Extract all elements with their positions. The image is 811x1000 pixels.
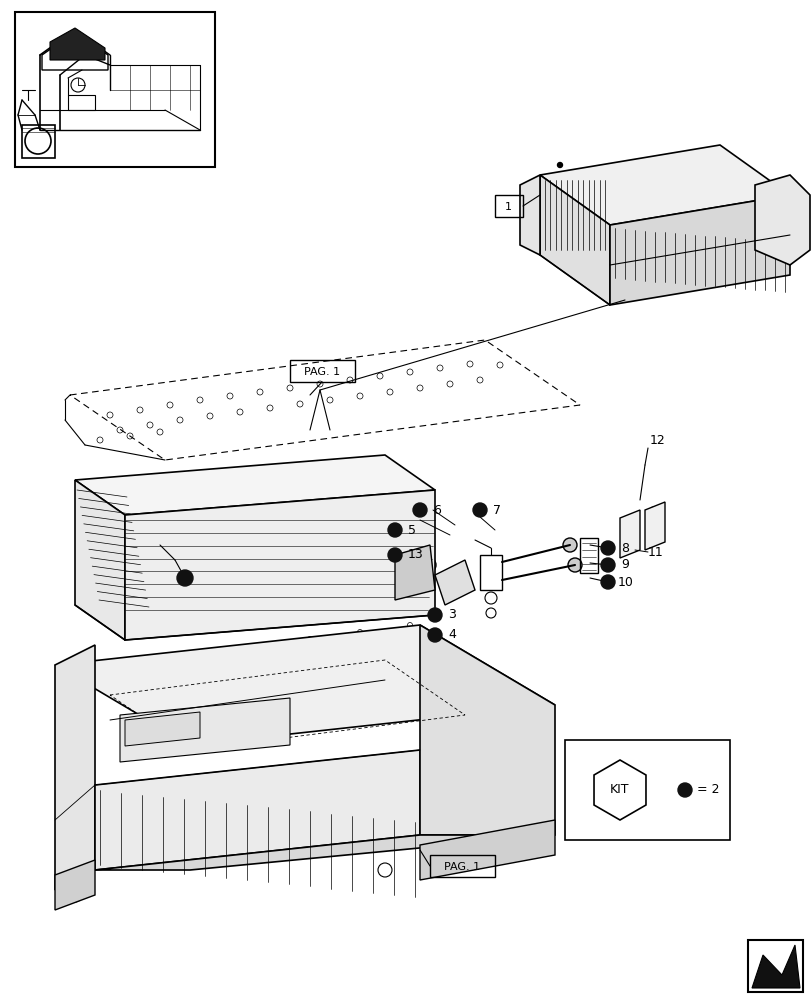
- Text: 3: 3: [448, 608, 455, 621]
- Text: 5: 5: [407, 524, 415, 536]
- Polygon shape: [519, 175, 539, 255]
- Circle shape: [473, 503, 487, 517]
- Polygon shape: [539, 175, 609, 305]
- Circle shape: [422, 587, 427, 593]
- Circle shape: [409, 576, 420, 588]
- Circle shape: [568, 558, 581, 572]
- Circle shape: [424, 562, 431, 568]
- Polygon shape: [75, 480, 125, 640]
- Bar: [579, 538, 597, 573]
- Circle shape: [586, 174, 590, 179]
- Circle shape: [700, 220, 705, 225]
- Circle shape: [409, 588, 420, 600]
- Text: 7: 7: [492, 504, 500, 516]
- Circle shape: [427, 608, 441, 622]
- Circle shape: [600, 558, 614, 572]
- Text: 12: 12: [649, 434, 665, 446]
- Circle shape: [388, 548, 401, 562]
- Text: 10: 10: [617, 576, 633, 588]
- Circle shape: [728, 231, 733, 236]
- Circle shape: [614, 185, 619, 190]
- Circle shape: [388, 523, 401, 537]
- Polygon shape: [419, 820, 554, 880]
- Polygon shape: [95, 835, 554, 870]
- Polygon shape: [609, 195, 789, 305]
- Text: KIT: KIT: [610, 783, 629, 796]
- Polygon shape: [95, 750, 419, 870]
- Bar: [747, 940, 802, 992]
- Bar: [479, 555, 501, 590]
- Bar: [430, 855, 495, 877]
- Circle shape: [427, 628, 441, 642]
- Text: 9: 9: [620, 558, 628, 572]
- Polygon shape: [55, 860, 95, 910]
- Polygon shape: [120, 698, 290, 762]
- Text: 11: 11: [647, 546, 663, 558]
- Polygon shape: [394, 545, 435, 600]
- Circle shape: [409, 552, 420, 564]
- Polygon shape: [125, 490, 435, 640]
- Polygon shape: [620, 510, 639, 558]
- Circle shape: [409, 564, 420, 576]
- Circle shape: [600, 575, 614, 589]
- Circle shape: [677, 783, 691, 797]
- Bar: [290, 360, 354, 382]
- Polygon shape: [75, 455, 435, 515]
- Polygon shape: [539, 145, 789, 225]
- Text: = 2: = 2: [696, 783, 719, 796]
- Polygon shape: [435, 560, 474, 605]
- Polygon shape: [751, 945, 799, 988]
- Circle shape: [557, 163, 562, 168]
- Circle shape: [757, 242, 762, 247]
- Polygon shape: [50, 28, 105, 60]
- Text: 1: 1: [504, 202, 511, 212]
- Polygon shape: [125, 712, 200, 746]
- Circle shape: [177, 570, 193, 586]
- Text: PAG. 1: PAG. 1: [444, 862, 479, 872]
- Circle shape: [419, 557, 436, 573]
- Text: 4: 4: [448, 629, 455, 642]
- Polygon shape: [644, 502, 664, 550]
- Circle shape: [562, 538, 577, 552]
- Text: 6: 6: [432, 504, 440, 516]
- Polygon shape: [55, 645, 95, 890]
- Circle shape: [600, 541, 614, 555]
- Circle shape: [417, 582, 432, 598]
- Polygon shape: [419, 625, 554, 835]
- Polygon shape: [55, 625, 554, 745]
- Text: PAG. 1: PAG. 1: [303, 367, 340, 377]
- Circle shape: [642, 197, 647, 202]
- Text: 13: 13: [407, 548, 423, 562]
- Circle shape: [671, 208, 676, 213]
- Bar: [495, 195, 522, 217]
- Bar: [564, 740, 729, 840]
- Text: 8: 8: [620, 542, 629, 554]
- Polygon shape: [754, 175, 809, 265]
- Circle shape: [413, 503, 427, 517]
- Bar: [15, 12, 215, 167]
